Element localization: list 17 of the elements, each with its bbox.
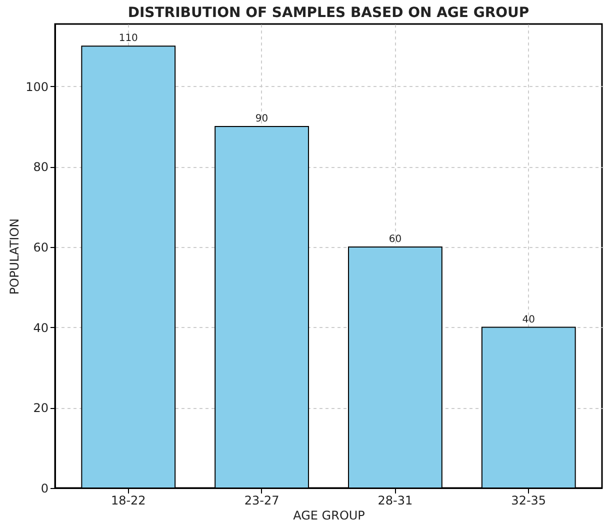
y-tick-label: 80 [33, 160, 48, 174]
x-tick-label: 28-31 [378, 494, 413, 508]
x-tick-label: 32-35 [511, 494, 546, 508]
y-tick-label: 20 [33, 401, 48, 416]
y-tick-label: 0 [40, 482, 48, 496]
y-tick-label: 40 [33, 320, 48, 335]
x-tick-label: 18-22 [110, 494, 146, 508]
y-tick-label: 60 [33, 240, 48, 254]
data-label: 60 [388, 234, 402, 245]
chart-title: DISTRIBUTION OF SAMPLES BASED ON AGE GROUP [128, 5, 530, 21]
y-tick-label: 100 [26, 80, 48, 94]
data-label: 110 [118, 33, 138, 44]
y-axis-title: POPULATION [8, 218, 22, 295]
data-label: 90 [255, 113, 268, 124]
x-axis-title: AGE GROUP [293, 508, 365, 522]
data-label: 40 [522, 314, 535, 326]
x-tick-label: 23-27 [244, 494, 280, 508]
